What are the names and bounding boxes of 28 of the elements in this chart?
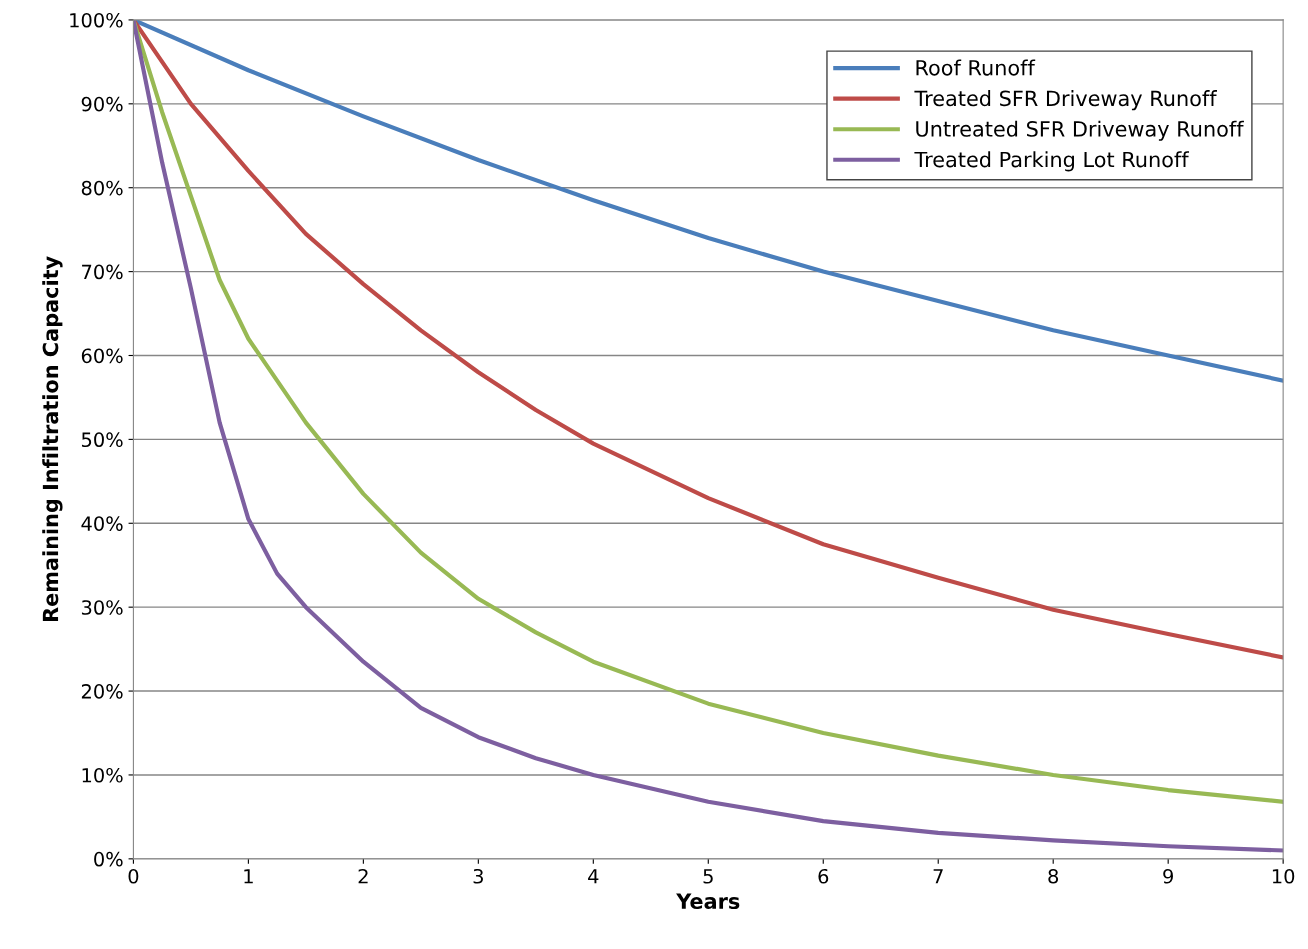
y-tick-label: 90% bbox=[81, 96, 123, 112]
y-tick-label: 30% bbox=[81, 600, 123, 615]
y-tick-label: 60% bbox=[81, 348, 123, 364]
y-tick-label: 80% bbox=[81, 180, 123, 196]
x-tick-label: 8 bbox=[1048, 868, 1059, 884]
y-tick-label: 10% bbox=[82, 767, 123, 783]
x-tick-label: 10 bbox=[1272, 868, 1295, 884]
x-tick-label: 1 bbox=[244, 869, 253, 884]
y-tick-label: 100% bbox=[70, 12, 123, 28]
x-tick-label: 4 bbox=[588, 869, 599, 884]
x-tick-label: 2 bbox=[358, 868, 368, 884]
y-tick-label: 20% bbox=[81, 684, 123, 699]
x-tick-label: 9 bbox=[1163, 868, 1173, 884]
y-tick-label: 0% bbox=[94, 851, 123, 867]
y-tick-label: 70% bbox=[82, 264, 123, 280]
x-tick-label: 3 bbox=[473, 868, 483, 884]
x-tick-label: 7 bbox=[933, 869, 943, 884]
legend-label: Treated Parking Lot Runoff bbox=[914, 151, 1190, 172]
y-tick-label: 40% bbox=[81, 516, 123, 531]
legend-label: Treated SFR Driveway Runoff bbox=[914, 90, 1217, 111]
x-tick-label: 5 bbox=[703, 869, 713, 884]
x-tick-label: 0 bbox=[128, 868, 139, 884]
legend-label: Untreated SFR Driveway Runoff bbox=[916, 120, 1244, 141]
x-tick-label: 6 bbox=[818, 868, 829, 884]
y-tick-label: 50% bbox=[81, 432, 123, 448]
y-axis-title: Remaining Infiltration Capacity bbox=[42, 256, 63, 622]
legend-label: Roof Runoff bbox=[916, 59, 1036, 76]
x-axis-title: Years bbox=[676, 893, 740, 910]
